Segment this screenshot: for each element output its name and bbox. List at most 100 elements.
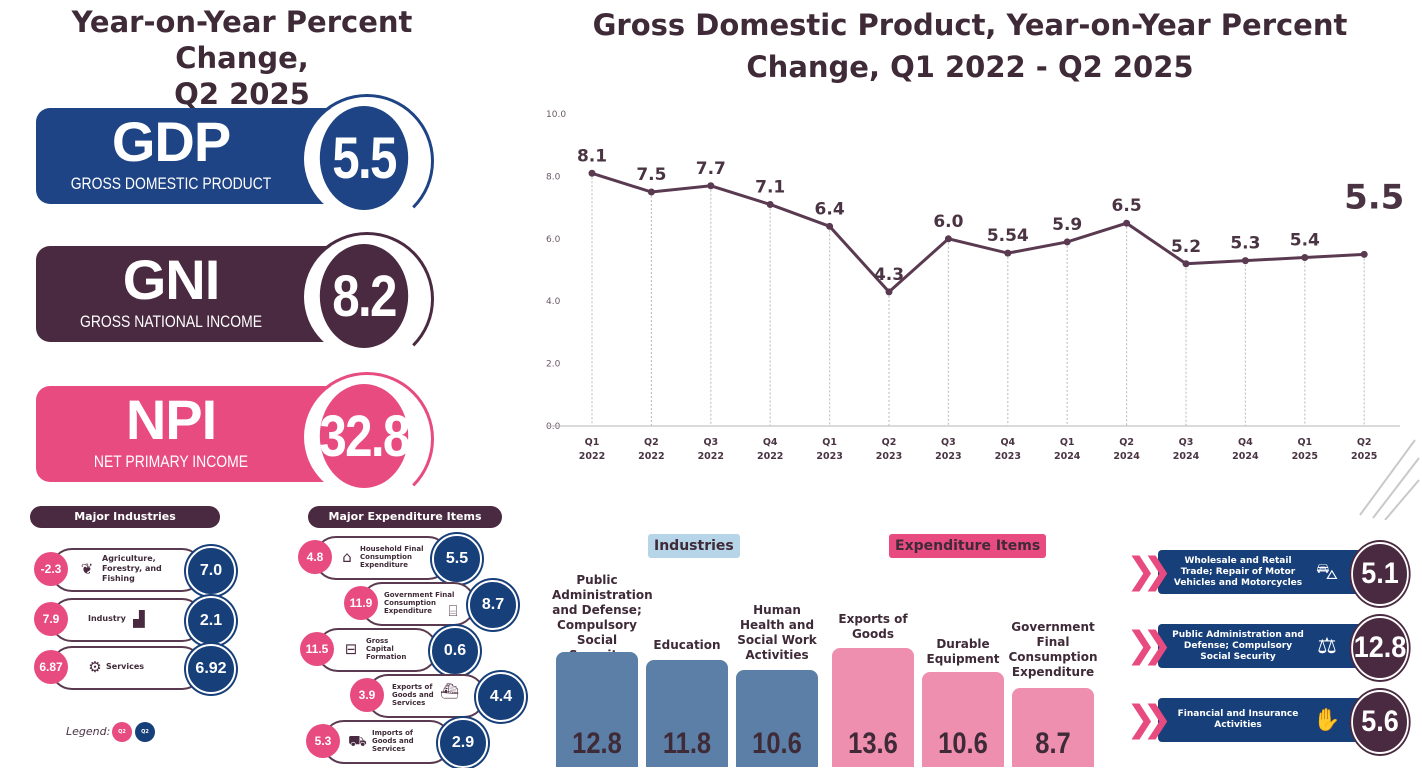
shopping-cart-icon: ⛍	[1315, 560, 1339, 585]
train-icon: ⊟	[344, 640, 358, 658]
data-point	[1301, 254, 1309, 262]
data-point	[1063, 238, 1071, 246]
sector-bar-label: Education	[653, 638, 721, 652]
expenditure-row-frame	[322, 720, 452, 764]
ranked-item: ❯❯ Public Administration and Defense; Co…	[1126, 616, 1416, 680]
plant-icon: ❦	[80, 560, 94, 578]
y-tick-label: 6.0	[546, 235, 561, 245]
kpi-npi-abbr: NPI	[125, 388, 217, 451]
expenditure-prev-value: 11.9	[344, 586, 378, 620]
left-title-line1: Year-on-Year Percent Change,	[71, 5, 413, 75]
x-tick-label: 2024	[1113, 451, 1140, 462]
data-point	[1004, 249, 1012, 257]
sector-bar-label: Exports of Goods	[838, 612, 908, 641]
chart-title: Gross Domestic Product, Year-on-Year Per…	[520, 4, 1420, 88]
industry-row: 6.87 ⚙ Services 6.92	[34, 644, 236, 694]
x-tick-label: 2024	[1232, 451, 1259, 462]
industry-label: Industry	[88, 614, 126, 623]
ranked-item: ❯❯ Financial and Insurance Activities ✋ …	[1126, 690, 1416, 754]
x-tick-label: Q4	[763, 437, 778, 448]
sector-bar-label: Government Final Consumption Expenditure	[1008, 620, 1098, 679]
chevron-icon: ❯❯	[1126, 625, 1172, 666]
government-building-icon: ⌸	[448, 602, 458, 620]
sector-bar	[556, 652, 638, 767]
industries-tag: Industries	[648, 534, 740, 558]
major-industries-title: Major Industries	[30, 506, 220, 528]
expenditure-tag: Expenditure Items	[889, 534, 1047, 558]
x-tick-label: 2022	[579, 451, 605, 462]
factory-icon: ▟	[133, 610, 145, 628]
expenditure-row: 3.9 Exports of Goods and Services ⛴ 4.4	[350, 672, 530, 722]
kpi-gni: GNI GROSS NATIONAL INCOME 8.2	[36, 232, 436, 366]
expenditure-row: 11.9 Government Final Consumption Expend…	[344, 580, 544, 630]
sector-bar-value: 13.6	[848, 727, 898, 760]
services-icon: ⚙	[88, 658, 102, 676]
expenditure-curr-value: 4.4	[476, 672, 526, 722]
legend-prev-dot: Q2 2024	[112, 722, 132, 755]
x-tick-label: Q4	[1000, 437, 1015, 448]
left-title: Year-on-Year Percent Change, Q2 2025	[0, 4, 484, 112]
sector-bar-value: 10.6	[752, 727, 802, 760]
y-tick-label: 2.0	[546, 360, 561, 370]
kpi-gdp: GDP GROSS DOMESTIC PRODUCT 5.5	[36, 94, 436, 228]
ranked-band	[1158, 698, 1368, 742]
expenditure-label: Household Final Consumption Expenditure	[360, 545, 424, 569]
data-label: 7.1	[755, 177, 785, 197]
kpi-gdp-full: GROSS DOMESTIC PRODUCT	[70, 174, 272, 193]
data-point	[1182, 260, 1190, 268]
x-tick-label: 2023	[995, 451, 1021, 462]
industry-row-frame	[50, 598, 204, 642]
x-tick-label: Q3	[1179, 437, 1194, 448]
ranked-value: 5.1	[1351, 542, 1409, 606]
data-point	[588, 169, 596, 177]
data-label: 7.7	[696, 159, 726, 179]
x-tick-label: Q2	[882, 437, 897, 448]
data-point	[826, 222, 834, 230]
x-tick-label: Q2	[644, 437, 659, 448]
x-tick-label: 2025	[1351, 451, 1377, 462]
sector-bar	[736, 670, 818, 767]
industry-label: Agriculture, Forestry, and Fishing	[102, 554, 162, 583]
x-tick-label: Q1	[1297, 437, 1312, 448]
expenditure-curr-value: 2.9	[438, 718, 488, 768]
data-label: 5.5	[1344, 177, 1404, 217]
data-label: 6.4	[815, 199, 845, 219]
industry-row: -2.3 ❦ Agriculture, Forestry, and Fishin…	[34, 546, 236, 596]
left-title-line2: Q2 2025	[174, 77, 310, 111]
major-expenditure-title: Major Expenditure Items	[308, 506, 502, 528]
kpi-gdp-arc	[300, 94, 434, 228]
cargo-icon: ⛟	[348, 732, 367, 750]
ranked-value: 12.8	[1351, 616, 1409, 680]
x-tick-label: 2023	[876, 451, 902, 462]
sector-bar-label: Public Administration and Defense; Compu…	[552, 573, 653, 662]
legend-curr-dot: Q2 2025	[135, 722, 155, 755]
data-label: 7.5	[636, 165, 666, 185]
data-label: 5.2	[1171, 237, 1201, 257]
data-point	[1241, 257, 1249, 265]
industry-prev-value: 6.87	[34, 650, 68, 684]
expenditure-row-frame	[366, 674, 486, 718]
gdp-line-chart: 0.0 2.0 4.0 6.0 8.0 10.0 8.1 7.5 7.7 7.1 6.4 4.3 6.0…	[546, 110, 1404, 462]
expenditure-prev-value: 4.8	[298, 540, 332, 574]
sector-bar	[922, 672, 1004, 767]
decorative-lines	[1359, 439, 1420, 520]
data-point	[707, 182, 715, 190]
expenditure-row-frame	[314, 536, 450, 580]
x-tick-label: 2022	[698, 451, 724, 462]
industry-prev-value: 7.9	[34, 602, 68, 636]
industry-curr-value: 2.1	[186, 596, 236, 646]
data-label: 6.5	[1112, 196, 1142, 216]
sector-bar-value: 11.8	[662, 727, 712, 760]
sector-bar	[1012, 688, 1094, 767]
ranked-label: Financial and Insurance Activities	[1177, 709, 1299, 730]
industry-prev-value: -2.3	[34, 552, 68, 586]
x-tick-label: 2024	[1173, 451, 1200, 462]
kpi-npi-full: NET PRIMARY INCOME	[93, 452, 249, 471]
kpi-gdp-value: 5.5	[319, 106, 409, 210]
expenditure-curr-value: 5.5	[432, 534, 482, 584]
x-tick-label: Q1	[585, 437, 600, 448]
kpi-npi: NPI NET PRIMARY INCOME 32.8	[36, 372, 436, 506]
industry-row: 7.9 Industry ▟ 2.1	[34, 596, 236, 646]
sector-bar-label: Human Health and Social Work Activities	[737, 603, 817, 662]
industry-curr-value: 6.92	[186, 644, 236, 694]
